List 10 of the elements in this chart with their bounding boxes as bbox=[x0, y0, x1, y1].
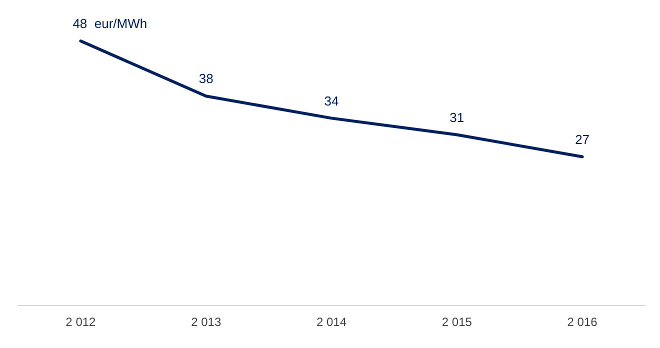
x-tick-label: 2 015 bbox=[442, 315, 472, 330]
x-tick-label: 2 013 bbox=[191, 315, 222, 330]
data-label: 27 bbox=[575, 132, 590, 147]
data-label: 31 bbox=[450, 110, 464, 125]
x-tick-label: 2 014 bbox=[316, 315, 347, 330]
data-label: 38 bbox=[198, 71, 214, 86]
x-tick-label: 2 012 bbox=[66, 315, 96, 330]
data-label: 48 eur/MWh bbox=[72, 16, 148, 32]
data-label: 34 bbox=[324, 93, 339, 108]
x-tick-label: 2 016 bbox=[567, 315, 598, 330]
